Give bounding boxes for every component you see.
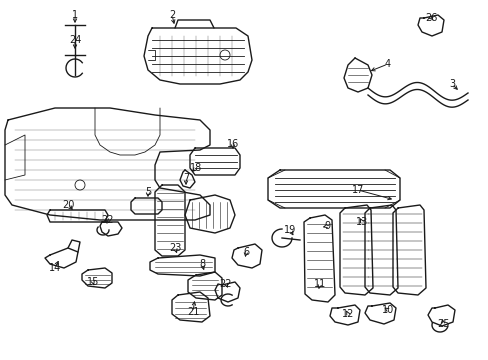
Text: 22: 22 bbox=[219, 279, 232, 289]
Text: 1: 1 bbox=[72, 10, 78, 20]
Text: 16: 16 bbox=[226, 139, 239, 149]
Text: 18: 18 bbox=[189, 163, 202, 173]
Text: 9: 9 bbox=[323, 221, 329, 231]
Text: 10: 10 bbox=[381, 305, 393, 315]
Text: 11: 11 bbox=[313, 279, 325, 289]
Text: 25: 25 bbox=[436, 319, 448, 329]
Text: 22: 22 bbox=[101, 215, 113, 225]
Text: 12: 12 bbox=[341, 309, 353, 319]
Text: 19: 19 bbox=[284, 225, 296, 235]
Text: 13: 13 bbox=[355, 217, 367, 227]
Text: 26: 26 bbox=[424, 13, 436, 23]
Text: 17: 17 bbox=[351, 185, 364, 195]
Text: 21: 21 bbox=[186, 307, 199, 317]
Text: 14: 14 bbox=[49, 263, 61, 273]
Text: 3: 3 bbox=[448, 79, 454, 89]
Text: 23: 23 bbox=[168, 243, 181, 253]
Text: 7: 7 bbox=[183, 173, 189, 183]
Text: 6: 6 bbox=[243, 247, 248, 257]
Text: 15: 15 bbox=[87, 277, 99, 287]
Text: 20: 20 bbox=[61, 200, 74, 210]
Text: 4: 4 bbox=[384, 59, 390, 69]
Text: 5: 5 bbox=[144, 187, 151, 197]
Text: 24: 24 bbox=[69, 35, 81, 45]
Text: 8: 8 bbox=[199, 259, 204, 269]
Text: 2: 2 bbox=[168, 10, 175, 20]
